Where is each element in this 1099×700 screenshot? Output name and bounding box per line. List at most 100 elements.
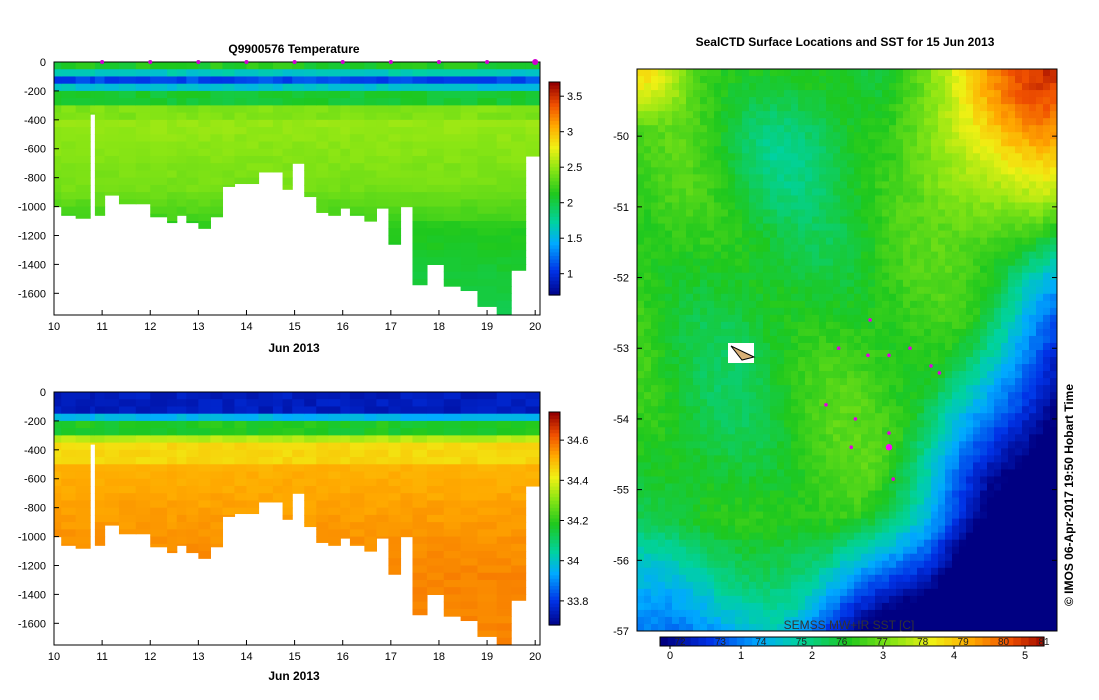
sst-cell [721, 97, 729, 105]
section-cell [210, 471, 224, 480]
sst-cell [938, 209, 946, 218]
sst-cell [763, 350, 771, 358]
section-cell [412, 242, 428, 251]
section-cell [282, 119, 293, 128]
sst-cell [903, 350, 911, 358]
sst-cell [833, 364, 841, 372]
sst-cell [756, 272, 764, 281]
section-cell [316, 435, 329, 444]
sst-cell [644, 118, 652, 126]
sst-cell [784, 321, 792, 330]
sst-cell [875, 237, 883, 246]
sst-cell [721, 76, 729, 84]
sst-cell [658, 174, 666, 182]
section-cell [150, 392, 168, 400]
section-cell [426, 177, 445, 186]
section-cell [246, 119, 260, 128]
sst-cell [1043, 307, 1051, 316]
section-cell [304, 148, 317, 157]
section-cell [118, 485, 137, 494]
sst-cell [707, 335, 715, 344]
sst-cell [1008, 286, 1016, 295]
sst-cell [938, 118, 946, 126]
sst-cell [686, 216, 694, 225]
sst-cell [966, 132, 974, 140]
sst-cell [924, 286, 932, 295]
sst-cell [833, 321, 841, 330]
sst-cell [791, 279, 799, 288]
sst-cell [938, 258, 946, 267]
section-cell [198, 449, 211, 458]
sst-cell [945, 230, 953, 239]
sst-cell [903, 378, 911, 386]
section-cell [104, 522, 120, 526]
sst-cell [868, 139, 876, 147]
sst-cell [812, 378, 820, 386]
section-cell [304, 507, 317, 516]
sst-cell [1029, 251, 1037, 260]
sst-cell [798, 244, 806, 253]
section-cell [477, 514, 498, 523]
sst-cell [651, 342, 659, 351]
sst-cell [966, 111, 974, 119]
sst-cell [749, 258, 757, 267]
sst-cell [847, 406, 855, 414]
sst-cell [749, 307, 757, 316]
sst-cell [735, 216, 743, 225]
colorbar-swatch [549, 554, 560, 559]
sst-cell [700, 76, 708, 84]
section-cell [511, 206, 527, 215]
sst-cell [805, 286, 813, 295]
section-cell [234, 62, 248, 70]
sst-cell [742, 258, 750, 267]
sst-cell [868, 293, 876, 302]
sst-cell [700, 223, 708, 232]
sst-cell [840, 132, 848, 140]
section-cell [272, 449, 284, 458]
x-tick-label: 11 [96, 321, 107, 333]
section-cell [234, 155, 248, 164]
sst-cell [686, 371, 694, 379]
section-cell [282, 134, 293, 143]
sst-cell [812, 314, 820, 323]
sst-cell [1043, 272, 1051, 281]
section-cell [198, 148, 211, 157]
section-cell [328, 457, 341, 465]
section-cell [496, 449, 512, 458]
section-cell [328, 406, 341, 415]
sst-cell [952, 139, 960, 147]
section-cell [104, 192, 120, 196]
sst-cell [672, 76, 680, 84]
sst-cell [973, 286, 981, 295]
sst-cell [952, 83, 960, 91]
sst-cell [707, 139, 715, 147]
sst-cell [994, 385, 1002, 393]
section-cell [104, 420, 120, 429]
sst-cell [917, 413, 925, 421]
sst-cell [1036, 364, 1044, 372]
sst-cell [868, 202, 876, 210]
section-cell [426, 413, 445, 422]
section-cell [54, 90, 62, 99]
sst-cell [840, 125, 848, 133]
sst-cell [777, 406, 785, 414]
sst-cell [861, 392, 869, 400]
sst-cell [931, 216, 939, 225]
sst-cell [840, 392, 848, 400]
sst-cell [847, 104, 855, 112]
sst-cell [903, 385, 911, 393]
sst-cell [896, 202, 904, 210]
section-cell [443, 587, 462, 595]
sst-cell [882, 139, 890, 147]
sst-cell [889, 300, 897, 309]
sst-cell [686, 342, 694, 351]
sst-cell [896, 314, 904, 323]
sst-cell [1029, 258, 1037, 267]
section-cell [258, 413, 274, 422]
sst-cell [896, 69, 904, 77]
section-cell [167, 62, 178, 70]
sst-cell [861, 244, 869, 253]
sst-cell [1015, 111, 1023, 119]
section-cell [54, 428, 62, 436]
sst-cell [959, 83, 967, 91]
